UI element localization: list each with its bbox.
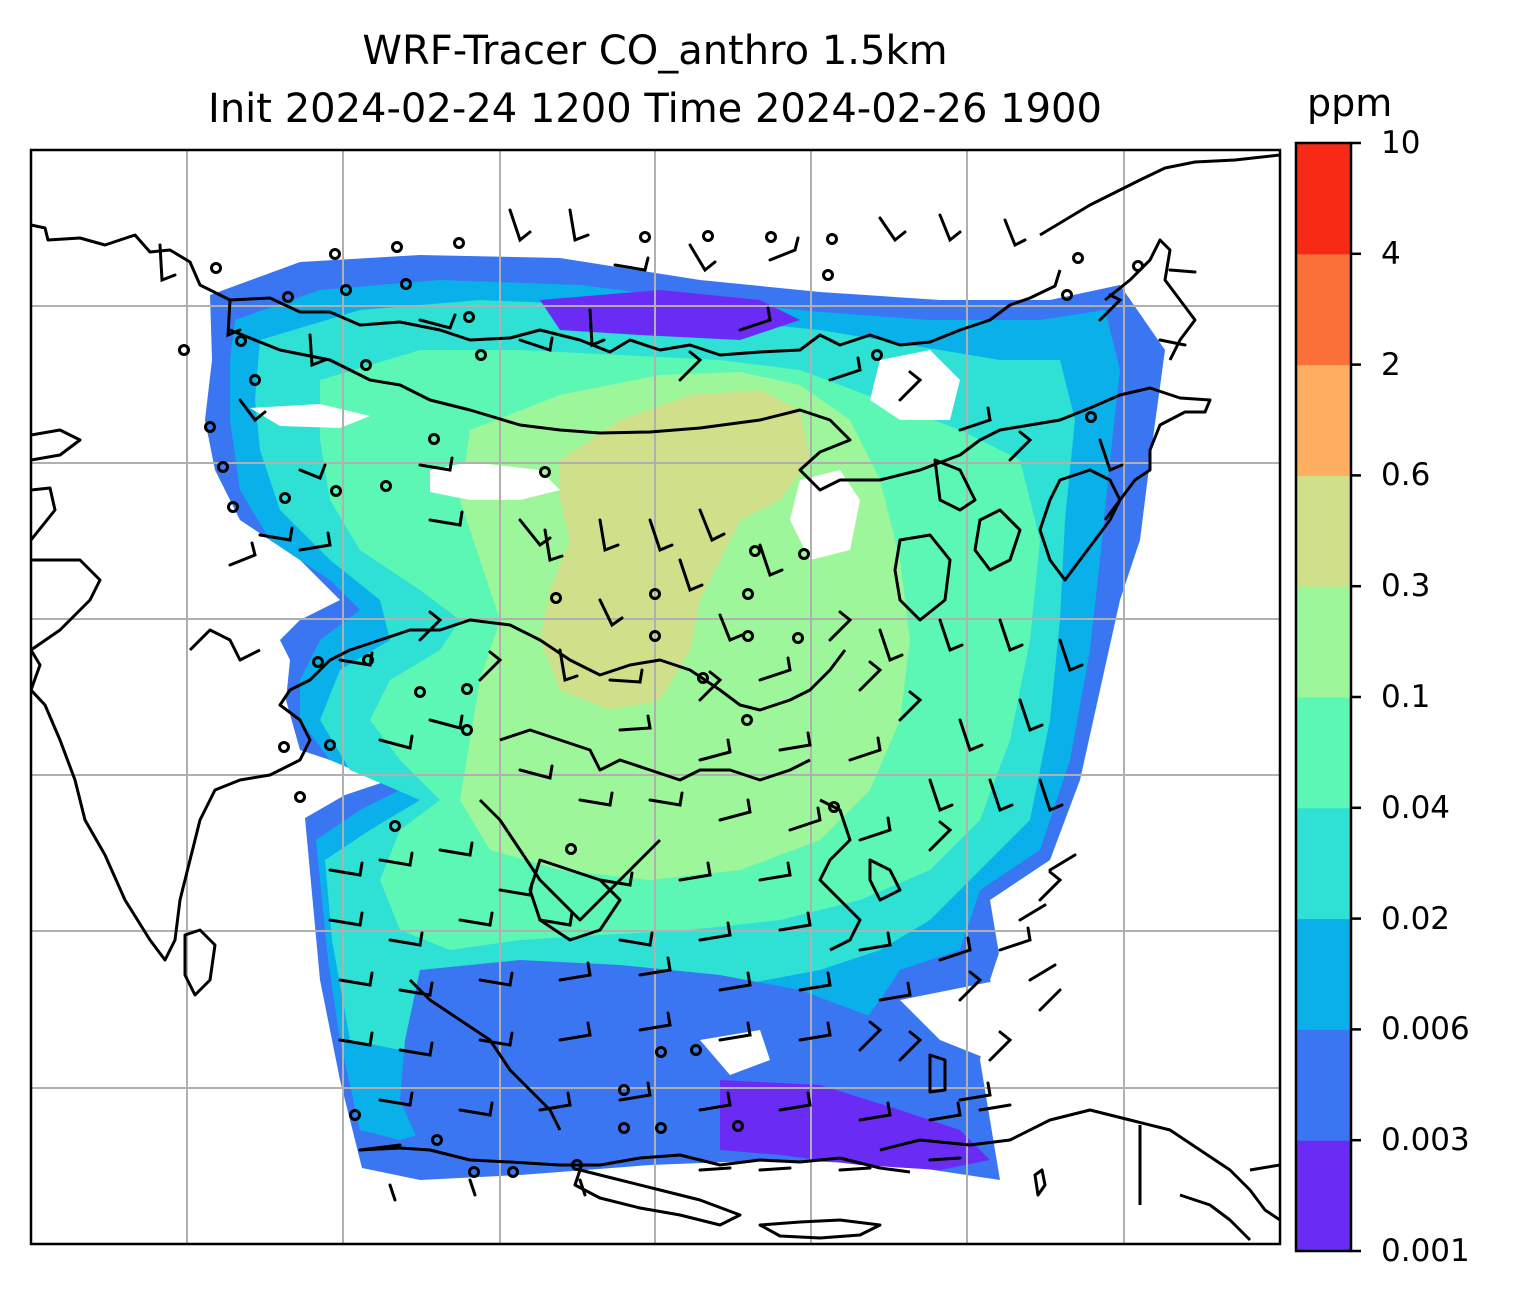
map-border xyxy=(29,148,1282,1246)
colorbar-tick-label: 0.003 xyxy=(1381,1122,1470,1159)
colorbar-segment xyxy=(1296,918,1351,1030)
colorbar-segment xyxy=(1296,143,1351,255)
colorbar-tick-label: 0.3 xyxy=(1381,568,1431,605)
colorbar-segment xyxy=(1296,807,1351,920)
colorbar-segment xyxy=(1296,364,1351,476)
wind-barbs xyxy=(158,208,1197,1202)
colorbar-segment xyxy=(1296,253,1351,366)
colorbar-tick-label: 0.1 xyxy=(1381,679,1431,715)
colorbar-segment xyxy=(1296,1029,1351,1141)
colorbar-tick-label: 0.04 xyxy=(1381,789,1451,826)
map-gridlines xyxy=(31,150,1280,1244)
map-subtitle: Init 2024-02-24 1200 Time 2024-02-26 190… xyxy=(208,86,1102,132)
colorbar xyxy=(1294,141,1361,1253)
colorbar-segment xyxy=(1296,697,1351,809)
colorbar-tick-label: 0.006 xyxy=(1381,1011,1470,1048)
calm-wind-markers xyxy=(178,230,1144,1178)
colorbar-tick-label: 2 xyxy=(1381,346,1401,383)
colorbar-tick-label: 0.02 xyxy=(1381,900,1451,937)
map-title: WRF-Tracer CO_anthro 1.5km xyxy=(362,28,948,74)
colorbar-segment xyxy=(1296,475,1351,587)
colorbar-segment xyxy=(1296,586,1351,698)
coastlines xyxy=(31,153,1280,1242)
map-frame-content xyxy=(31,150,1280,1244)
colorbar-tick-label: 10 xyxy=(1381,125,1421,161)
colorbar-tick-label: 0.6 xyxy=(1381,457,1431,494)
colorbar-segment xyxy=(1296,1140,1351,1252)
colorbar-tick-label: 0.001 xyxy=(1381,1233,1470,1269)
colorbar-tick-label: 4 xyxy=(1381,235,1401,272)
co-concentration-field xyxy=(205,255,1165,1180)
colorbar-unit-label: ppm xyxy=(1307,81,1393,125)
